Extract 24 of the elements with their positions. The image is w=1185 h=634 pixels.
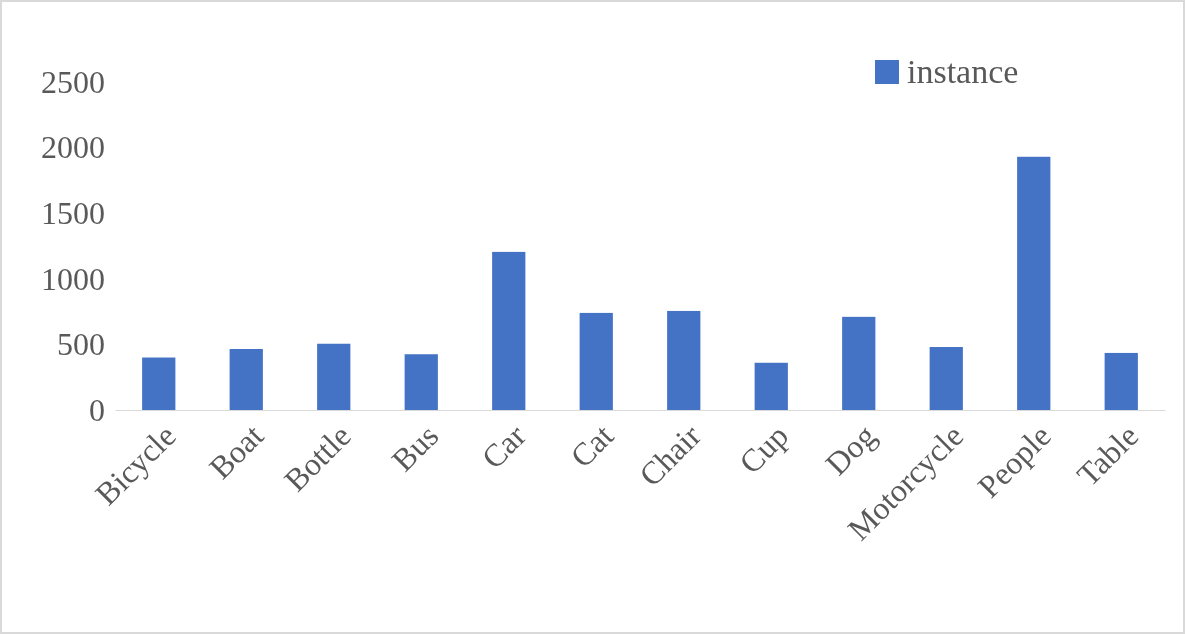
x-tick-label: Car xyxy=(474,417,533,476)
x-tick-label: Boat xyxy=(201,417,271,486)
bar xyxy=(929,347,963,410)
bar xyxy=(317,343,351,410)
y-tick-label: 500 xyxy=(57,326,105,363)
bar xyxy=(492,251,526,410)
y-tick-label: 1500 xyxy=(41,194,105,231)
y-tick-label: 2500 xyxy=(41,63,105,100)
legend-label: instance xyxy=(907,53,1019,90)
bar xyxy=(229,348,263,410)
y-tick-label: 1000 xyxy=(41,260,105,297)
bar xyxy=(1104,352,1138,410)
bar xyxy=(1017,156,1051,410)
x-tick-label: Bus xyxy=(384,417,446,479)
bar xyxy=(754,362,788,410)
bar xyxy=(667,310,701,410)
bar xyxy=(842,316,876,410)
x-tick-label: Cat xyxy=(563,417,621,475)
bar xyxy=(579,312,613,410)
y-tick-label: 0 xyxy=(89,391,105,428)
y-tick-label: 2000 xyxy=(41,129,105,166)
bar xyxy=(142,357,176,410)
x-tick-label: Cup xyxy=(731,417,796,481)
bar xyxy=(404,354,438,410)
